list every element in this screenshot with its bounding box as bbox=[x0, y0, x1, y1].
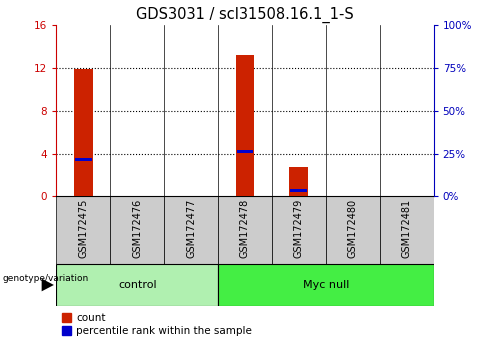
Bar bbox=[75, 158, 92, 161]
Text: genotype/variation: genotype/variation bbox=[2, 274, 89, 283]
Bar bbox=[164, 196, 218, 264]
Bar bbox=[272, 196, 326, 264]
Text: GSM172477: GSM172477 bbox=[186, 199, 196, 258]
Text: Myc null: Myc null bbox=[303, 280, 349, 290]
Text: GSM172476: GSM172476 bbox=[132, 199, 142, 258]
Bar bbox=[218, 196, 272, 264]
Bar bbox=[56, 196, 110, 264]
Bar bbox=[326, 196, 380, 264]
Bar bbox=[74, 69, 93, 196]
Legend: count, percentile rank within the sample: count, percentile rank within the sample bbox=[62, 313, 252, 336]
Bar bbox=[110, 196, 164, 264]
Title: GDS3031 / scl31508.16.1_1-S: GDS3031 / scl31508.16.1_1-S bbox=[136, 7, 354, 23]
Bar bbox=[236, 55, 254, 196]
Bar bbox=[291, 189, 307, 192]
Bar bbox=[290, 167, 308, 196]
Bar bbox=[380, 196, 434, 264]
Bar bbox=[56, 264, 218, 306]
Bar bbox=[237, 150, 253, 153]
Text: GSM172479: GSM172479 bbox=[294, 199, 304, 258]
Text: GSM172478: GSM172478 bbox=[240, 199, 250, 258]
Text: GSM172475: GSM172475 bbox=[78, 199, 88, 258]
Bar bbox=[218, 264, 434, 306]
Text: GSM172480: GSM172480 bbox=[348, 199, 358, 258]
Text: control: control bbox=[118, 280, 156, 290]
Text: GSM172481: GSM172481 bbox=[402, 199, 412, 258]
